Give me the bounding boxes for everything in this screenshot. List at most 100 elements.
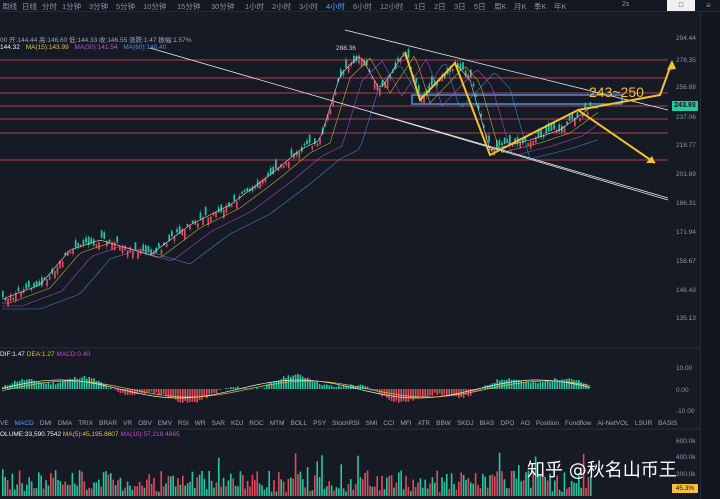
macd-bar [186,389,189,403]
tab-kdj[interactable]: KDJ [230,420,244,427]
timeframe-17[interactable]: 3日 [454,2,466,11]
macd-bar [326,384,328,389]
macd-bar [352,385,354,389]
tab-skdj[interactable]: SKDJ [456,420,474,427]
tab-position[interactable]: Position [535,420,560,427]
volume-bar [208,470,210,496]
timeframe-12[interactable]: 4小时 [326,2,346,11]
tab-bias[interactable]: BIAS [479,420,495,427]
tab-atr[interactable]: ATR [417,420,431,427]
tab-bbw[interactable]: BBW [436,420,451,427]
timeframe-9[interactable]: 1小时 [245,2,265,11]
volume-bar [71,472,74,496]
timeframe-8[interactable]: 30分钟 [211,2,235,11]
tab-trix[interactable]: TRIX [78,420,93,427]
timeframe-1[interactable]: 日线 [22,2,37,11]
tab-rsi[interactable]: RSI [177,420,189,427]
timeframe-10[interactable]: 2小时 [272,2,292,11]
timeframe-16[interactable]: 2日 [434,2,446,11]
tab-sar[interactable]: SAR [211,420,225,427]
candle-body [212,213,215,216]
timeframe-20[interactable]: 月K [514,2,527,11]
macd-bar [57,383,59,389]
macd-bar [395,389,398,401]
candle-body [85,237,87,243]
timeframe-14[interactable]: 12小时 [380,2,404,11]
volume-bar [381,475,383,496]
volume-bar [546,480,549,496]
tab-dmi[interactable]: DMI [39,420,52,427]
candle-body [2,291,4,297]
macd-bar [366,386,369,389]
tab-psy[interactable]: PSY [313,420,327,427]
macd-bar [520,380,522,389]
price-tick-label: 171.94 [676,229,696,236]
tab-smi[interactable]: SMI [365,420,378,427]
macd-bar [177,389,179,402]
timeframe-18[interactable]: 5日 [474,2,486,11]
timeframe-7[interactable]: 15分钟 [177,2,201,11]
candle-body [134,242,137,250]
macd-bar [155,389,158,393]
timeframe-21[interactable]: 季K [534,2,547,11]
timeframe-22[interactable]: 年K [554,2,567,11]
tab-dpo[interactable]: DPO [500,420,515,427]
timeframe-0[interactable]: 周线 [2,2,17,11]
price-chart[interactable]: 294.44 278.35 256.88 243.93 237.06 218.77 201.… [0,0,700,499]
macd-bar [182,389,184,403]
tab-vr[interactable]: VR [123,420,133,427]
volume-bar [570,480,573,496]
tab-brar[interactable]: BRAR [99,420,118,427]
macd-bar [54,384,57,389]
tab-dma[interactable]: DMA [57,420,73,427]
timeframe-6[interactable]: 10分钟 [143,2,167,11]
volume-bar [412,479,414,496]
dea-line [1,380,591,398]
volume-bar [393,487,395,496]
tab-fundflow[interactable]: Fundflow [565,420,592,427]
macd-bar [393,389,395,402]
tab-lsur[interactable]: LSUR [634,420,653,427]
candle-body [30,287,33,291]
tab-macd[interactable]: MACD [14,420,34,427]
tab-mfi[interactable]: MFI [400,420,412,427]
tab-boll[interactable]: BOLL [290,420,308,427]
volume-bar [551,491,554,496]
tab-ai-netvol[interactable]: AI-NetVOL [597,420,629,427]
tab-ve[interactable]: VE [0,420,9,427]
tab-ao[interactable]: AO [520,420,530,427]
timeframe-15[interactable]: 1日 [414,2,426,11]
timeframe-3[interactable]: 1分钟 [62,2,82,11]
tab-stochrsi[interactable]: StochRSI [332,420,360,427]
timeframe-19[interactable]: 周K [494,2,507,11]
candle-body [137,251,139,259]
tab-basis[interactable]: BASIS [658,420,678,427]
candle-body [399,58,402,63]
volume-bar [506,488,508,496]
tab-wr[interactable]: WR [194,420,206,427]
timeframe-5[interactable]: 5分钟 [116,2,136,11]
timeframe-4[interactable]: 3分钟 [89,2,109,11]
candle-body [25,283,28,289]
tab-mtm[interactable]: MTM [269,420,285,427]
timeframe-11[interactable]: 3小时 [299,2,319,11]
ma-line [2,55,599,304]
menu-icon[interactable]: ≡ [706,1,711,10]
timeframe-2[interactable]: 分时 [42,2,57,11]
ma-line [2,58,599,307]
macd-bar [110,387,112,389]
timeframe-13[interactable]: 6小时 [353,2,373,11]
volume-bar [340,464,342,496]
tab-cci[interactable]: CCI [383,420,395,427]
tab-obv[interactable]: OBV [138,420,152,427]
layout-toggle-button[interactable]: □ [667,0,695,11]
price-tick-label: 218.77 [676,142,696,149]
price-tick-label: 158.67 [676,258,696,265]
volume-bar [54,470,57,496]
tab-emv[interactable]: EMV [157,420,172,427]
candle-body [64,252,67,256]
volume-bar [129,485,131,496]
macd-bar [549,382,551,389]
tab-roc[interactable]: ROC [249,420,264,427]
macd-bar [568,378,570,389]
